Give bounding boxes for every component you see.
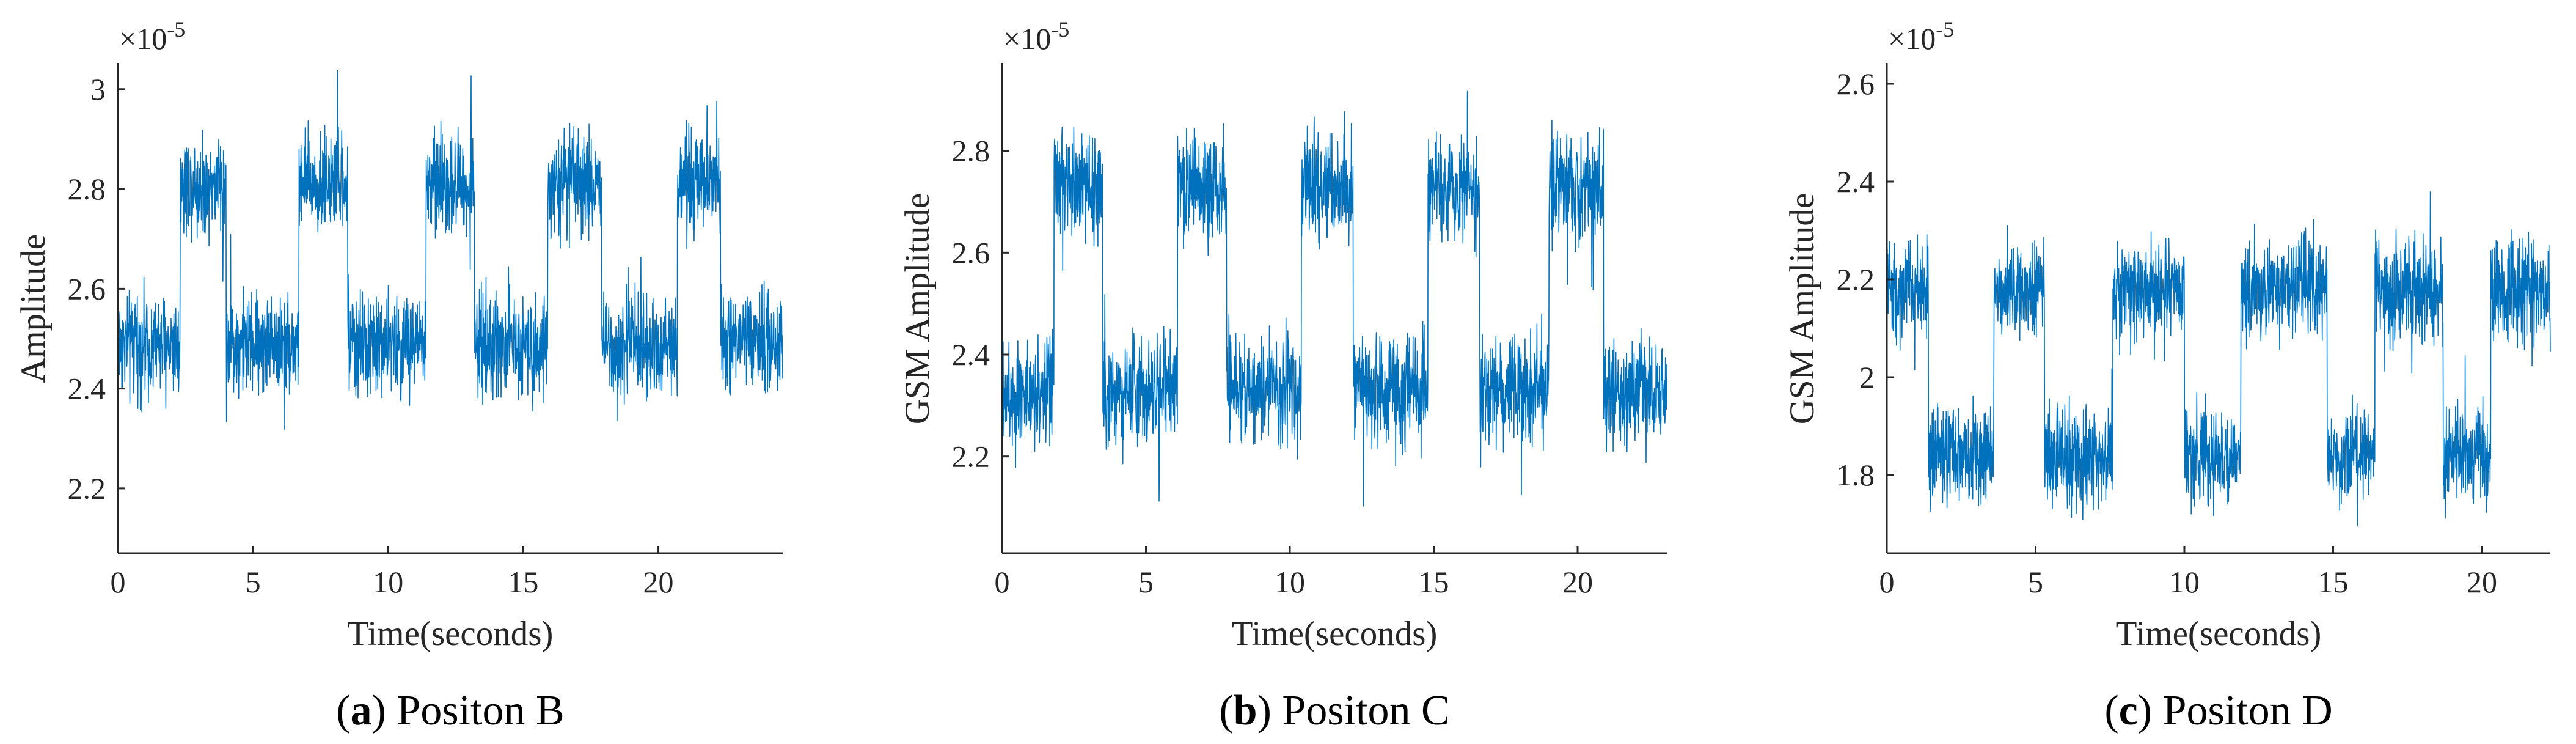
- y-tick-label: 2.6: [1837, 67, 1875, 101]
- y-tick-label: 3: [90, 72, 106, 106]
- x-tick-label: 15: [508, 565, 538, 599]
- caption-text: Positon C: [1282, 687, 1449, 734]
- y-tick-label: 2.4: [1837, 164, 1875, 199]
- series-line-signal: [1886, 191, 2551, 526]
- y-tick-label: 2: [1859, 360, 1875, 394]
- series-line-signal: [117, 69, 783, 430]
- x-axis-label: Time(seconds): [348, 614, 554, 653]
- caption-paren-open: (: [1219, 687, 1233, 734]
- exponent-base: ×10: [1888, 21, 1936, 56]
- x-axis-label: Time(seconds): [2116, 614, 2322, 653]
- caption-text: Positon B: [397, 687, 564, 734]
- y-tick-label: 2.6: [952, 235, 990, 270]
- exponent-power: -5: [167, 17, 185, 42]
- x-tick-label: 0: [995, 565, 1010, 599]
- exponent-power: -5: [1936, 17, 1954, 42]
- y-tick-label: 2.4: [952, 337, 990, 372]
- exponent-power: -5: [1051, 17, 1069, 42]
- figure-caption: (b) Positon C: [1219, 687, 1449, 734]
- y-tick-label: 2.2: [1837, 262, 1875, 296]
- x-tick-label: 20: [643, 565, 674, 599]
- caption-letter: c: [2119, 687, 2138, 734]
- y-tick-label: 2.8: [68, 172, 106, 206]
- x-tick-label: 0: [1879, 565, 1895, 599]
- caption-text: Positon D: [2163, 687, 2333, 734]
- x-tick-label: 5: [2028, 565, 2043, 599]
- y-axis-label: Amplitude: [14, 234, 53, 383]
- axis-exponent: ×10-5: [1888, 17, 1954, 56]
- caption-paren-close: ): [372, 687, 397, 734]
- x-tick-label: 10: [373, 565, 403, 599]
- caption-paren-close: ): [2138, 687, 2163, 734]
- x-tick-label: 10: [2169, 565, 2200, 599]
- y-axis-label: GSM Amplitude: [1783, 193, 1821, 424]
- caption-letter: a: [351, 687, 372, 734]
- caption-letter: b: [1234, 687, 1257, 734]
- x-tick-label: 5: [246, 565, 261, 599]
- series-line-signal: [1001, 90, 1667, 507]
- caption-paren-open: (: [2104, 687, 2118, 734]
- x-tick-label: 5: [1138, 565, 1154, 599]
- x-tick-label: 20: [2467, 565, 2497, 599]
- x-axis-label: Time(seconds): [1232, 614, 1438, 653]
- figure-caption: (c) Positon D: [2104, 687, 2332, 734]
- exponent-base: ×10: [1003, 21, 1051, 56]
- y-tick-label: 2.6: [68, 271, 106, 306]
- chart-position-b: 0 5 10 15 20 2.2 2.4 2.6 2.8 3 ×10-5 Time(seconds) A…: [14, 17, 783, 734]
- exponent-base: ×10: [119, 21, 167, 56]
- chart-position-d: 0 5 10 15 20 1.8 2 2.2 2.4 2.6 ×10-5 Time(seconds) G…: [1783, 17, 2551, 734]
- x-tick-label: 0: [111, 565, 126, 599]
- caption-paren-close: ): [1257, 687, 1283, 734]
- y-tick-label: 2.4: [68, 372, 106, 406]
- x-tick-label: 10: [1275, 565, 1305, 599]
- axis-exponent: ×10-5: [1003, 17, 1069, 56]
- figure-caption: (a) Positon B: [336, 687, 564, 734]
- y-tick-label: 2.2: [952, 440, 990, 474]
- axis-exponent: ×10-5: [119, 17, 185, 56]
- x-tick-label: 15: [1418, 565, 1449, 599]
- y-axis-label: GSM Amplitude: [898, 193, 937, 424]
- x-tick-label: 20: [1562, 565, 1593, 599]
- chart-position-c: 0 5 10 15 20 2.2 2.4 2.6 2.8 ×10-5 Time(seconds) GS…: [898, 17, 1667, 734]
- y-tick-label: 2.2: [68, 471, 106, 506]
- caption-paren-open: (: [336, 687, 350, 734]
- y-tick-label: 2.8: [952, 134, 990, 168]
- x-tick-label: 15: [2318, 565, 2348, 599]
- y-tick-label: 1.8: [1837, 458, 1875, 492]
